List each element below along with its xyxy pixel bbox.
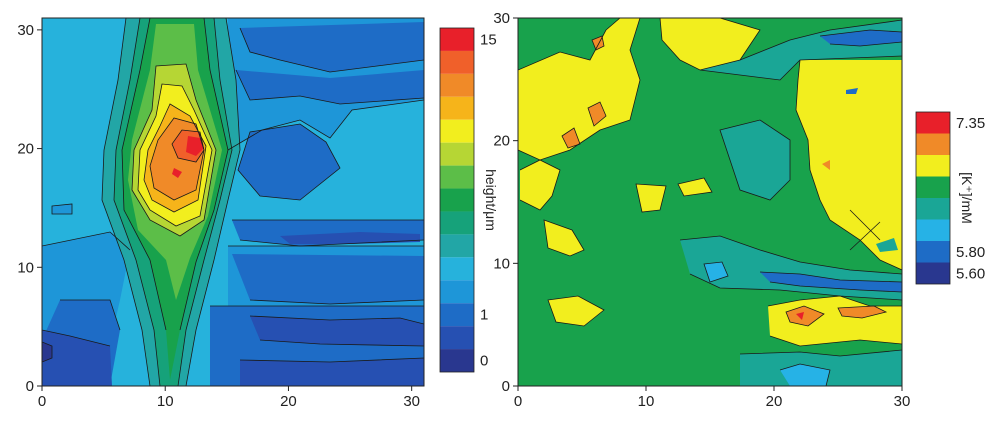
left-colorbar-cell	[440, 326, 474, 350]
left-x-tick-label: 0	[38, 393, 46, 410]
right-plot-frame	[517, 17, 903, 387]
left-colorbar-cell	[440, 234, 474, 258]
left-y-tick-label: 20	[17, 141, 34, 158]
left-colorbar-label: 15	[480, 31, 497, 48]
left-y-tick-label: 0	[26, 378, 34, 395]
left-blue-region-west	[42, 204, 130, 386]
left-y-tick-label: 10	[17, 259, 34, 276]
right-x-tick-label: 0	[514, 393, 522, 410]
right-colorbar-label: 5.80	[956, 244, 985, 261]
right-colorbar-cell	[916, 219, 950, 241]
left-colorbar-cell	[440, 211, 474, 235]
left-colorbar-cell	[440, 96, 474, 120]
right-colorbar-cell	[916, 112, 950, 134]
right-colorbar-label: 5.60	[956, 265, 985, 282]
left-colorbar-cell	[440, 28, 474, 51]
right-colorbar-cell	[916, 133, 950, 155]
right-y-tick-label: 10	[493, 255, 510, 272]
left-plume	[102, 18, 240, 386]
right-colorbar-cell	[916, 198, 950, 220]
right-yellow-regions	[518, 18, 902, 346]
left-colorbar-cell	[440, 349, 474, 372]
left-heatmap	[41, 17, 425, 387]
left-plot-frame	[41, 17, 425, 387]
left-x-tick-label: 10	[157, 393, 174, 410]
right-x-tick-label: 20	[766, 393, 783, 410]
right-contour-lines	[518, 18, 902, 386]
right-colorbar-cell	[916, 155, 950, 177]
right-colorbar-cell	[916, 241, 950, 263]
left-colorbar-frame	[439, 27, 475, 373]
right-colorbar-title: [K⁺]/mM	[959, 172, 975, 224]
left-colorbar-cell	[440, 257, 474, 281]
right-colorbar-label: 7.35	[956, 115, 985, 132]
left-x-tick-label: 20	[280, 393, 297, 410]
right-y-tick-label: 30	[493, 10, 510, 27]
left-y-tick-label: 30	[17, 22, 34, 39]
left-blue-region	[210, 18, 424, 386]
left-colorbar-title: height/μm	[483, 169, 499, 231]
right-x-tick-label: 30	[894, 393, 911, 410]
right-colorbar-frame	[915, 111, 951, 285]
left-colorbar-label: 0	[480, 353, 488, 370]
right-heatmap	[517, 17, 903, 387]
right-x-tick-label: 10	[638, 393, 655, 410]
left-colorbar-cell	[440, 119, 474, 143]
left-contour-lines	[42, 18, 424, 386]
left-colorbar-cell	[440, 142, 474, 166]
left-colorbar-cell	[440, 50, 474, 74]
left-colorbar-cell	[440, 165, 474, 189]
right-y-tick-label: 0	[502, 378, 510, 395]
left-colorbar-cell	[440, 73, 474, 97]
right-colorbar-cell	[916, 262, 950, 284]
right-colorbar-cell	[916, 176, 950, 198]
left-colorbar-label: 1	[480, 307, 488, 324]
left-colorbar-cell	[440, 188, 474, 212]
left-x-tick-label: 30	[403, 393, 420, 410]
left-colorbar-cell	[440, 280, 474, 304]
left-colorbar-cell	[440, 303, 474, 327]
right-y-tick-label: 20	[493, 133, 510, 150]
